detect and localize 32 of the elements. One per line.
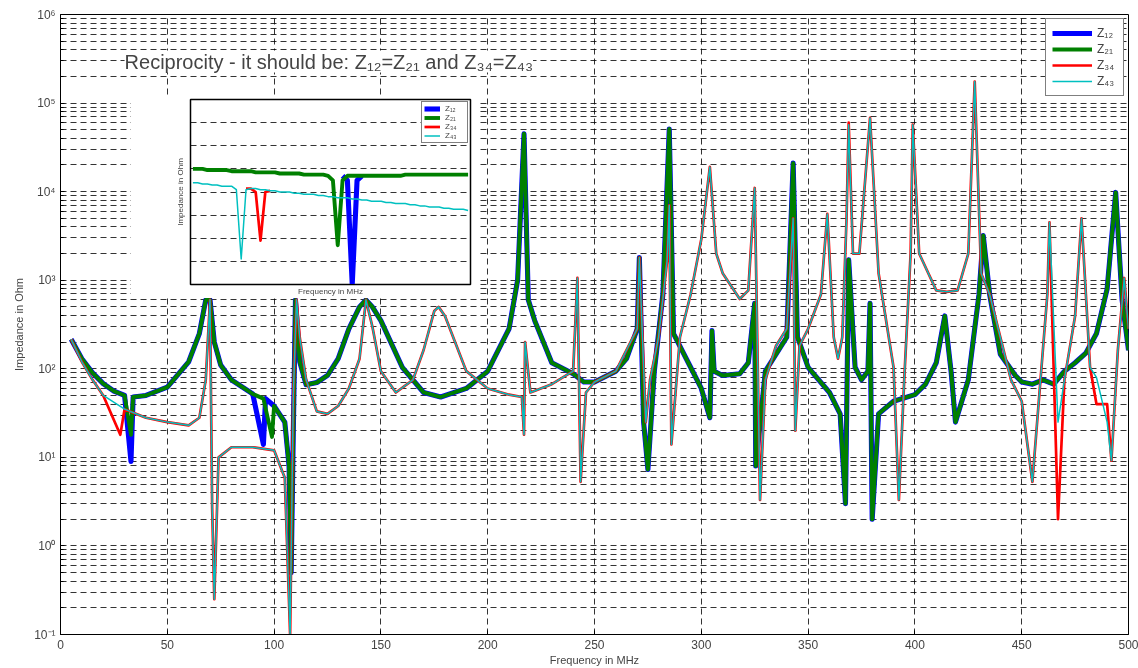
legend-label: Z₂₁ [1097, 41, 1115, 57]
text: Reciprocity - it should be: Z₁₂=Z₂₁ and Z₃₄=Z₄₃ [124, 50, 534, 73]
x-tick-label: 400 [904, 637, 926, 652]
x-tick-label: 250 [584, 637, 605, 652]
legend-label: Z₄₃ [1097, 73, 1116, 89]
y-axis-title: Impedance in Ohm [175, 157, 185, 226]
x-tick-label: 150 [370, 637, 392, 652]
y-axis-title: Impedance in Ohm [13, 278, 26, 371]
y-tick-label: 10⁴ [37, 184, 56, 199]
x-axis-title: Frequency in MHz [298, 286, 363, 296]
legend-label: Z₄₃ [445, 131, 458, 140]
legend-label: Z₁₂ [1097, 25, 1115, 41]
legend-label: Z₃₄ [445, 122, 458, 131]
legend-label: Z₂₁ [445, 113, 457, 122]
x-tick-label: 450 [1011, 637, 1033, 652]
y-tick-label: 10¹ [38, 450, 56, 465]
legend-label: Z₃₄ [1097, 57, 1116, 73]
x-tick-label: 200 [477, 637, 499, 652]
x-tick-label: 50 [160, 637, 175, 652]
x-axis-title: Frequency in MHz [549, 653, 640, 666]
x-tick-label: 100 [264, 637, 285, 652]
y-tick-label: 10³ [38, 273, 56, 288]
x-tick-label: 300 [691, 637, 712, 652]
x-tick-label: 350 [798, 637, 819, 652]
y-tick-label: 10² [38, 361, 56, 376]
x-tick-label: 500 [1118, 637, 1138, 652]
y-tick-label: 10⁶ [37, 7, 56, 22]
y-tick-label: 10⁻¹ [34, 627, 56, 642]
legend-label: Z₁₂ [445, 104, 457, 113]
x-tick-label: 0 [57, 637, 65, 652]
y-tick-label: 10⁰ [38, 538, 56, 553]
y-tick-label: 10⁵ [37, 96, 56, 111]
